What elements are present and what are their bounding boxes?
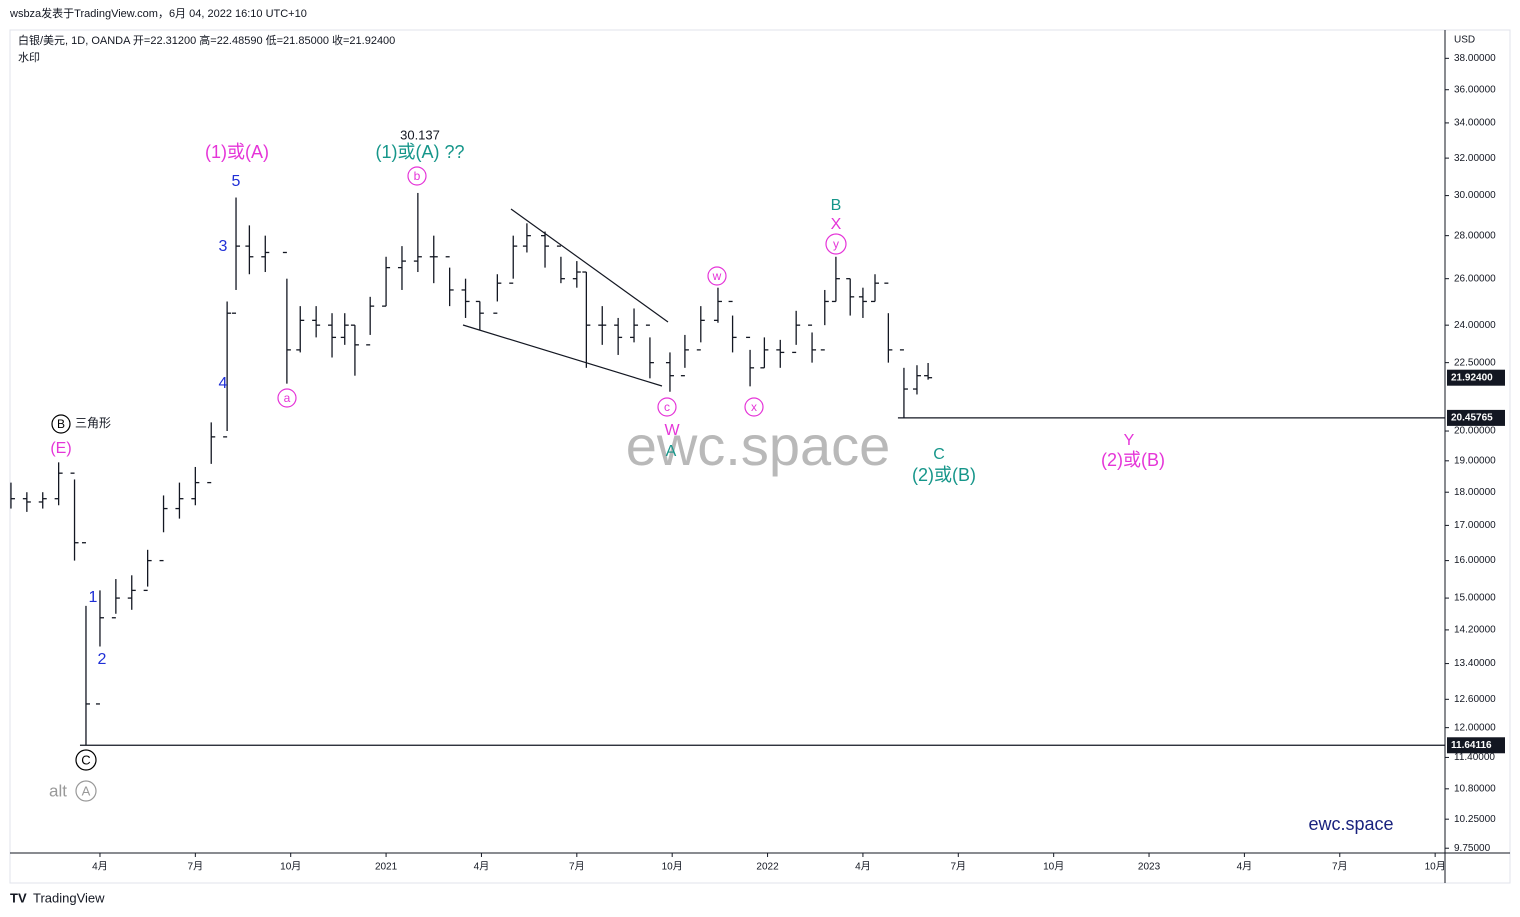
wave-label: C: [81, 752, 90, 767]
price-box-label: 20.45765: [1451, 413, 1493, 424]
circle: [277, 388, 297, 408]
y-tick-label: 10.80000: [1454, 783, 1496, 794]
y-tick-label: 34.00000: [1454, 118, 1496, 129]
wave-label: y: [833, 237, 839, 251]
circle: [657, 397, 677, 417]
y-tick-label: 14.20000: [1454, 625, 1496, 636]
unit: USD: [1454, 35, 1475, 46]
x-tick-label: 10月: [1043, 861, 1064, 873]
wave-label: C: [933, 446, 945, 463]
wave-label: B: [831, 197, 842, 214]
circle: [825, 233, 847, 255]
price-box: [1447, 369, 1505, 386]
x-tick-label: 4月: [474, 861, 490, 873]
y-tick-label: 32.00000: [1454, 153, 1496, 164]
frame: [9, 29, 1511, 884]
wave-label: (E): [50, 440, 71, 457]
x-tick-label: 7月: [188, 861, 204, 873]
wave-label: c: [664, 400, 670, 414]
symbol-line: 白银/美元, 1D, OANDA 开=22.31200 高=22.48590 低…: [18, 33, 395, 47]
price-box: [1447, 737, 1505, 754]
y-tick-label: 22.50000: [1454, 357, 1496, 368]
circle: [407, 166, 427, 186]
wave-label: 3: [219, 238, 228, 255]
x-tick-label: 10月: [1425, 861, 1446, 873]
wave-label: (1)或(A) ??: [375, 142, 464, 162]
bars: [10, 192, 933, 746]
publisher: wsbza发表于TradingView.com，6月 04, 2022 16:1…: [9, 6, 307, 20]
y-tick-label: 36.00000: [1454, 84, 1496, 95]
wave-label: b: [414, 169, 421, 183]
wave-label: B: [57, 417, 65, 431]
circle: [707, 266, 727, 286]
y-tick-label: 11.40000: [1454, 752, 1495, 763]
high-label: 30.137: [400, 127, 440, 142]
logo: TV: [10, 890, 27, 905]
price-box-label: 11.64116: [1451, 740, 1492, 751]
y-tick-label: 15.00000: [1454, 593, 1496, 604]
wave-label: 2: [98, 651, 107, 668]
y-tick-label: 17.00000: [1454, 520, 1496, 531]
price-box-label: 21.92400: [1451, 372, 1493, 383]
y-tick-label: 20.00000: [1454, 426, 1496, 437]
wave-label: 4: [219, 375, 228, 392]
wave-label: W: [664, 422, 680, 439]
y-tick-label: 30.00000: [1454, 190, 1496, 201]
brand: TradingView: [33, 890, 105, 905]
x-tick-label: 10月: [280, 861, 301, 873]
circle: [51, 414, 71, 434]
wave-label: A: [666, 443, 677, 460]
y-tick-label: 12.60000: [1454, 694, 1496, 705]
x-tick-label: 4月: [1237, 861, 1253, 873]
wave-label: 1: [89, 589, 98, 606]
y-tick-label: 28.00000: [1454, 230, 1496, 241]
x-tick-label: 4月: [92, 861, 108, 873]
circle: [75, 749, 97, 771]
wave-label: X: [831, 216, 842, 233]
wave-label: (2)或(B): [1101, 450, 1165, 470]
pattern-label: 三角形: [75, 416, 111, 430]
x-tick-label: 10月: [662, 861, 683, 873]
x-tick-label: 2021: [375, 862, 398, 873]
annotations: (1)或(A) 5 3 4 1 2 30.137 (1)或(A) ?? b a …: [49, 127, 1394, 833]
y-tick-label: 18.00000: [1454, 487, 1496, 498]
wave-label: (1)或(A): [205, 142, 269, 162]
x-tick-label: 7月: [951, 861, 967, 873]
trend-line: [462, 324, 663, 387]
x-tick-label: 2023: [1138, 862, 1161, 873]
y-tick-label: 9.75000: [1454, 843, 1491, 854]
x-tick-label: 7月: [569, 861, 585, 873]
price-box: [1447, 409, 1505, 426]
watermark: ewc.space: [626, 414, 891, 477]
circle: [75, 780, 97, 802]
y-tick-label: 12.00000: [1454, 722, 1496, 733]
x-tick-label: 4月: [855, 861, 871, 873]
wave-label: x: [751, 400, 757, 414]
wave-label: (2)或(B): [912, 465, 976, 485]
wave-label: a: [284, 391, 291, 405]
x-tick-label: 7月: [1332, 861, 1348, 873]
wave-label: Y: [1124, 432, 1135, 449]
wave-label: w: [712, 269, 722, 283]
y-tick-label: 19.00000: [1454, 455, 1496, 466]
y-tick-label: 16.00000: [1454, 555, 1496, 566]
wave-label: A: [82, 783, 91, 798]
y-tick-label: 26.00000: [1454, 273, 1496, 284]
x-tick-label: 2022: [756, 862, 779, 873]
brand-label: ewc.space: [1308, 814, 1393, 834]
watermark-label: 水印: [18, 51, 40, 64]
y-tick-label: 24.00000: [1454, 320, 1496, 331]
trend-line: [510, 208, 669, 323]
wave-label: 5: [232, 173, 241, 190]
circle: [744, 397, 764, 417]
y-tick-label: 13.40000: [1454, 658, 1496, 669]
alt-label: alt: [49, 781, 67, 800]
y-tick-label: 38.00000: [1454, 53, 1496, 64]
y-tick-label: 10.25000: [1454, 814, 1496, 825]
